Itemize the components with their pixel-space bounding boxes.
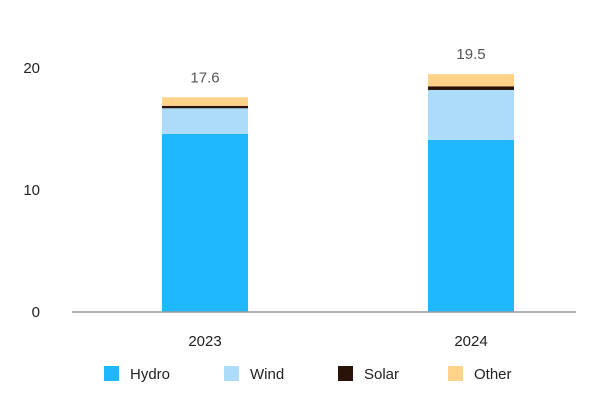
- legend-label: Solar: [364, 366, 399, 383]
- legend-item-other: Other: [448, 366, 512, 383]
- bar-segment-wind-2023: [162, 108, 248, 134]
- legend-label: Wind: [250, 366, 284, 383]
- bar-segment-solar-2024: [428, 86, 514, 90]
- legend-swatch: [448, 366, 463, 381]
- legend-item-wind: Wind: [224, 366, 284, 383]
- legend-swatch: [104, 366, 119, 381]
- y-tick-label: 10: [23, 182, 40, 199]
- bars: [162, 74, 514, 312]
- legend: Hydro Wind Solar Other: [104, 366, 512, 383]
- bar-segment-hydro-2024: [428, 139, 514, 312]
- x-tick-label: 2023: [188, 333, 221, 350]
- total-label-2023: 17.6: [190, 69, 219, 86]
- legend-swatch: [224, 366, 239, 381]
- legend-item-hydro: Hydro: [104, 366, 170, 383]
- y-tick-label: 0: [32, 304, 40, 321]
- x-axis: 2023 2024: [188, 333, 487, 350]
- total-label-2024: 19.5: [456, 46, 485, 63]
- legend-label: Hydro: [130, 366, 170, 383]
- legend-item-solar: Solar: [338, 366, 399, 383]
- bar-segment-other-2024: [428, 74, 514, 87]
- total-labels: 17.6 19.5: [190, 46, 485, 86]
- y-tick-label: 20: [23, 60, 40, 77]
- legend-label: Other: [474, 366, 512, 383]
- bar-segment-hydro-2023: [162, 133, 248, 312]
- bar-segment-solar-2023: [162, 105, 248, 109]
- x-tick-label: 2024: [454, 333, 487, 350]
- bar-segment-other-2023: [162, 97, 248, 106]
- legend-swatch: [338, 366, 353, 381]
- bar-segment-wind-2024: [428, 89, 514, 140]
- y-axis: 0 10 20: [23, 60, 40, 321]
